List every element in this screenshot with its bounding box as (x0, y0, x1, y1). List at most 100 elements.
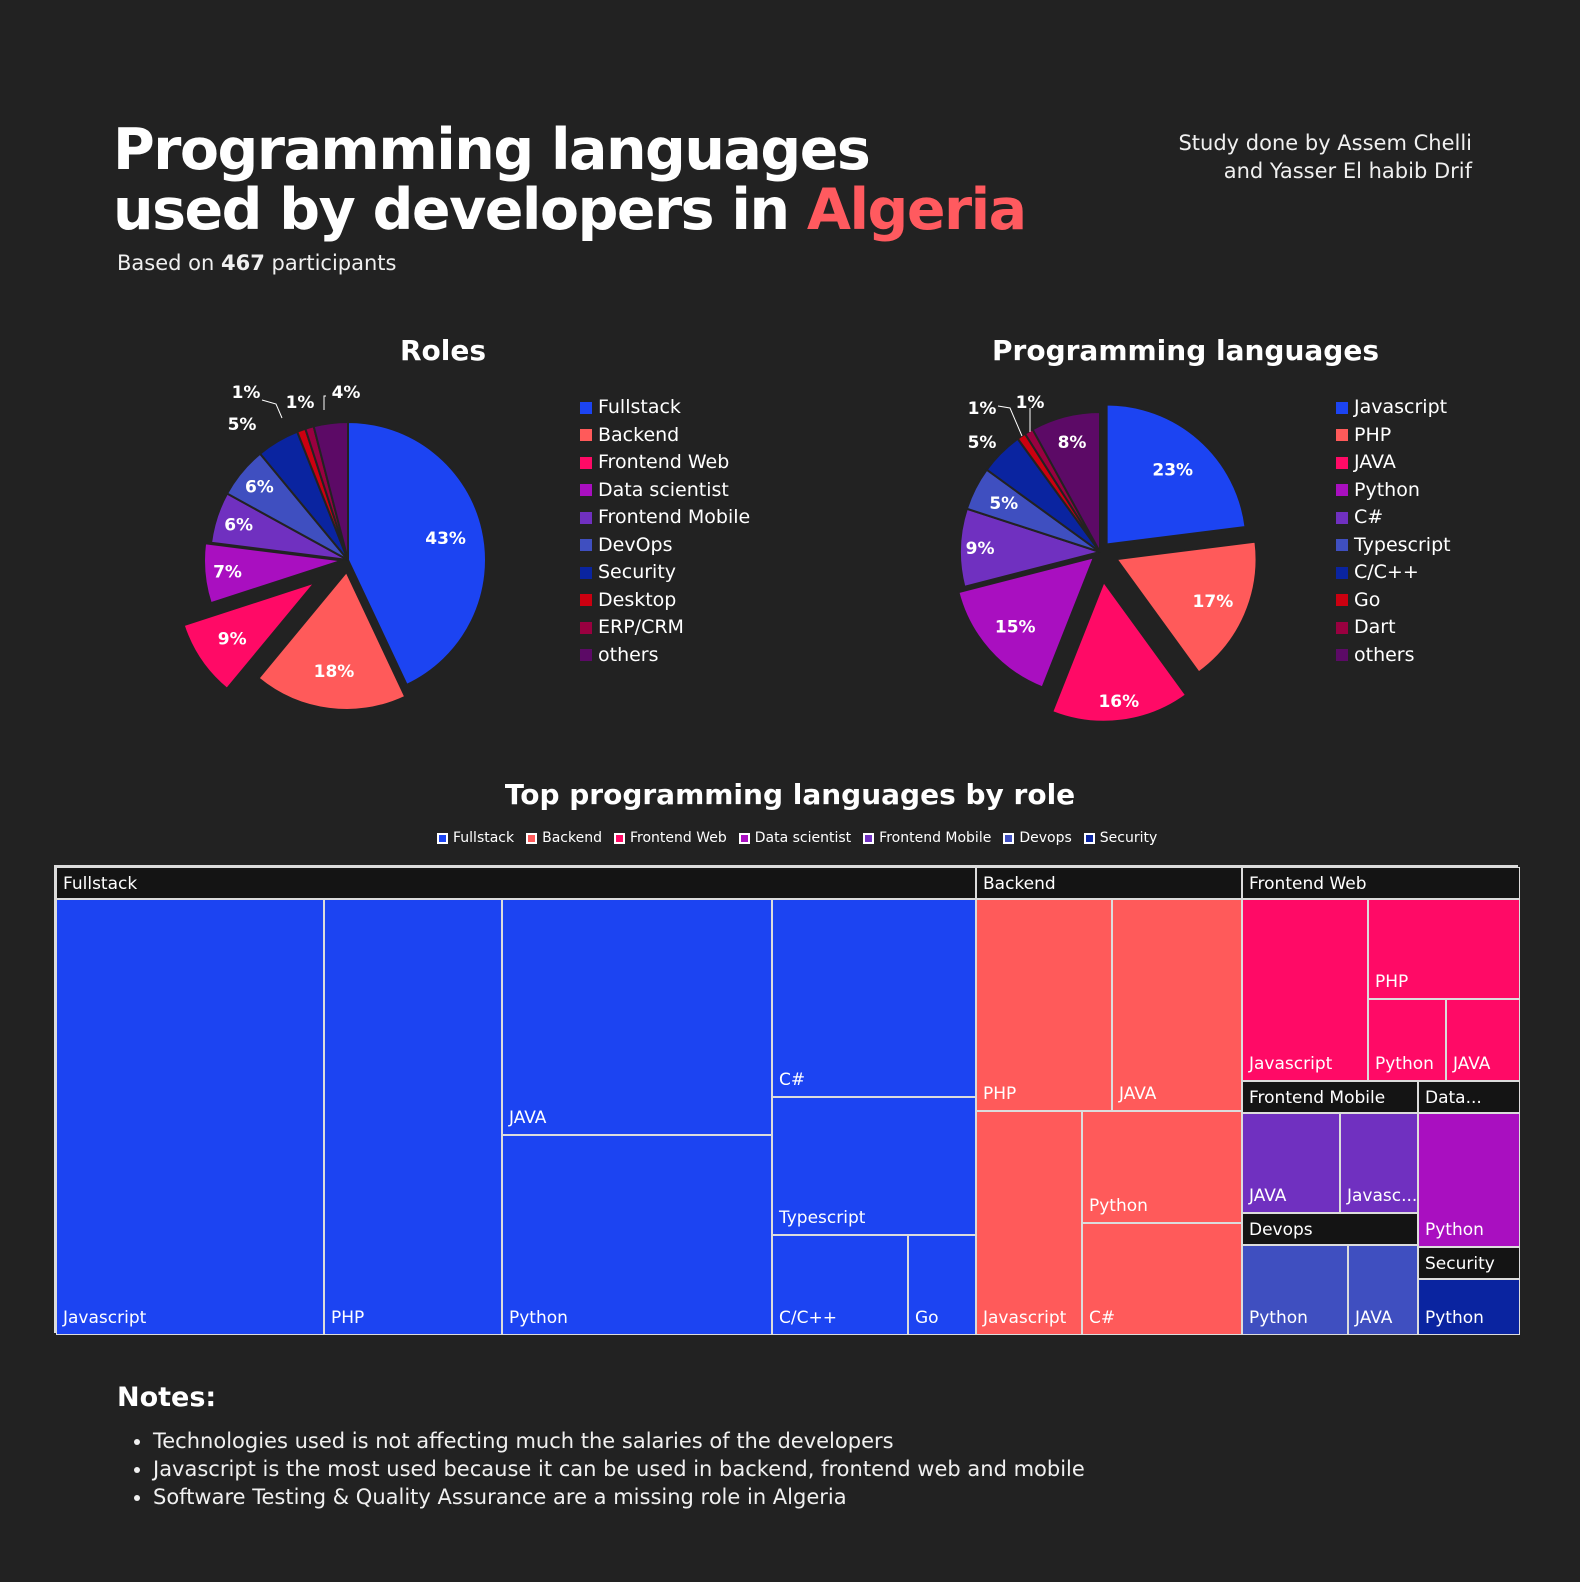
legend-swatch (1336, 401, 1348, 414)
treemap-title: Top programming languages by role (504, 778, 1076, 811)
treemap-cell-label: Python (1375, 1054, 1434, 1074)
legend-label: Python (1354, 478, 1420, 501)
legend-item-devops: DevOps (580, 532, 750, 560)
pie-slice-others (1031, 410, 1101, 553)
legend-label: Backend (598, 423, 680, 446)
legend-label: others (1354, 643, 1415, 666)
pie-label-frontend-mobile: 6% (224, 515, 253, 535)
participant-count: 467 (220, 251, 265, 275)
pie-label-erp-crm: 1% (286, 393, 315, 413)
legend-swatch (580, 594, 592, 607)
treemap-cell: Python (1368, 999, 1446, 1081)
legend-label: Fullstack (598, 396, 681, 418)
legend-item-python: Python (1336, 477, 1451, 505)
treemap-cell-label: JAVA (1119, 1084, 1157, 1104)
legend-label: others (598, 643, 659, 666)
treemap-cell: Typescript (772, 1097, 976, 1235)
legend-item-others: others (1336, 642, 1451, 670)
legend-swatch (1336, 566, 1348, 579)
treemap-group-devops: Devops (1242, 1213, 1418, 1245)
legend-item-java: JAVA (1336, 449, 1451, 477)
treemap-cell: Javasc... (1340, 1113, 1418, 1213)
title-accent: Algeria (806, 177, 1027, 243)
treemap-cell: Python (1418, 1279, 1520, 1335)
legend-label: Data scientist (754, 830, 852, 846)
pie-label-typescript: 5% (989, 494, 1018, 514)
legend-label: C# (1354, 506, 1384, 528)
treemap-cell: Go (908, 1235, 976, 1335)
roles-legend: Fullstack Backend Frontend Web Data scienti… (580, 394, 750, 669)
treemap-cell-label: Javascript (1249, 1054, 1333, 1074)
legend-label: Frontend Web (598, 451, 730, 473)
legend-item-fullstack: Fullstack (580, 394, 750, 422)
title-line-2-prefix: used by developers in (113, 177, 807, 243)
pie-slice-python (957, 555, 1096, 689)
pie-label-go: 1% (968, 399, 997, 419)
legend-swatch (1336, 649, 1348, 662)
treemap-cell-label: Python (509, 1308, 568, 1328)
pie-label-php: 17% (1193, 592, 1234, 612)
legend-item-php: PHP (1336, 422, 1451, 450)
legend-swatch (1336, 484, 1348, 497)
treemap-cell: JAVA (1446, 999, 1520, 1081)
pie-slice-frontend-web (182, 580, 318, 691)
notes-title: Notes: (117, 1382, 217, 1413)
pie-label-java: 16% (1098, 692, 1139, 712)
treemap-cell-label: JAVA (1249, 1186, 1287, 1206)
pie-label-c-c: 5% (968, 433, 997, 453)
treemap-cell-label: C# (779, 1070, 806, 1090)
legend-item-others: others (580, 642, 750, 670)
legend-label: PHP (1354, 423, 1392, 446)
notes-list: Technologies used is not affecting much … (117, 1427, 1085, 1511)
legend-item-backend: Backend (580, 422, 750, 450)
pie-label-data-scientist: 7% (213, 562, 242, 582)
legend-label: Typescript (1354, 533, 1451, 556)
treemap-group-security: Security (1418, 1247, 1520, 1279)
legend-swatch (1336, 621, 1348, 634)
credit: Study done by Assem Chelli and Yasser El… (1178, 129, 1472, 185)
pie-label-others: 4% (332, 383, 361, 403)
subtitle-suffix: participants (264, 251, 397, 275)
treemap-legend-item-data-scientist: Data scientist (738, 830, 852, 846)
treemap-cell: C# (1082, 1223, 1242, 1335)
treemap-chart: Fullstack Javascript PHP JAVA Python C# Typesc… (54, 865, 1520, 1335)
treemap-cell-label: Typescript (779, 1208, 866, 1228)
legend-swatch (580, 511, 592, 524)
legend-label: Dart (1354, 616, 1396, 638)
legend-swatch (580, 621, 592, 634)
pie-slice-backend (257, 570, 407, 711)
pie-label-frontend-web: 9% (218, 630, 247, 650)
pie-leader-line (323, 395, 326, 410)
legend-swatch (580, 401, 592, 414)
legend-label: Devops (1019, 830, 1072, 846)
legend-swatch (1083, 832, 1095, 844)
treemap-cell: PHP (1368, 899, 1520, 999)
legend-swatch (1336, 539, 1348, 552)
credit-line-2: and Yasser El habib Drif (1223, 159, 1472, 183)
legend-label: JAVA (1354, 451, 1396, 473)
treemap-cell-label: Go (915, 1308, 939, 1328)
treemap-cell-label: JAVA (1453, 1054, 1491, 1074)
legend-label: Frontend Web (629, 830, 727, 846)
note-item: Javascript is the most used because it c… (153, 1455, 1085, 1483)
treemap-cell-label: JAVA (1355, 1308, 1393, 1328)
pie-slice-javascript (1105, 403, 1247, 546)
legend-swatch (526, 832, 538, 844)
treemap-cell: Python (502, 1135, 772, 1335)
treemap-group-frontend-web: Frontend Web (1242, 867, 1520, 899)
title-line-2: used by developers in Algeria (113, 177, 1027, 243)
legend-label: Frontend Mobile (598, 506, 751, 528)
treemap-cell-label: Python (1089, 1196, 1148, 1216)
legend-item-data-scientist: Data scientist (580, 477, 750, 505)
legend-swatch (1336, 594, 1348, 607)
legend-swatch (580, 539, 592, 552)
legend-label: Frontend Mobile (879, 830, 992, 846)
title-line-1: Programming languages (113, 117, 871, 183)
treemap-cell-label: PHP (983, 1084, 1017, 1104)
legend-item-security: Security (580, 559, 750, 587)
treemap-cell: Python (1082, 1111, 1242, 1223)
note-item: Software Testing & Quality Assurance are… (153, 1483, 1085, 1511)
pie-slice-others (312, 420, 349, 561)
legend-label: DevOps (598, 533, 673, 556)
pie-label-backend: 18% (314, 662, 355, 682)
